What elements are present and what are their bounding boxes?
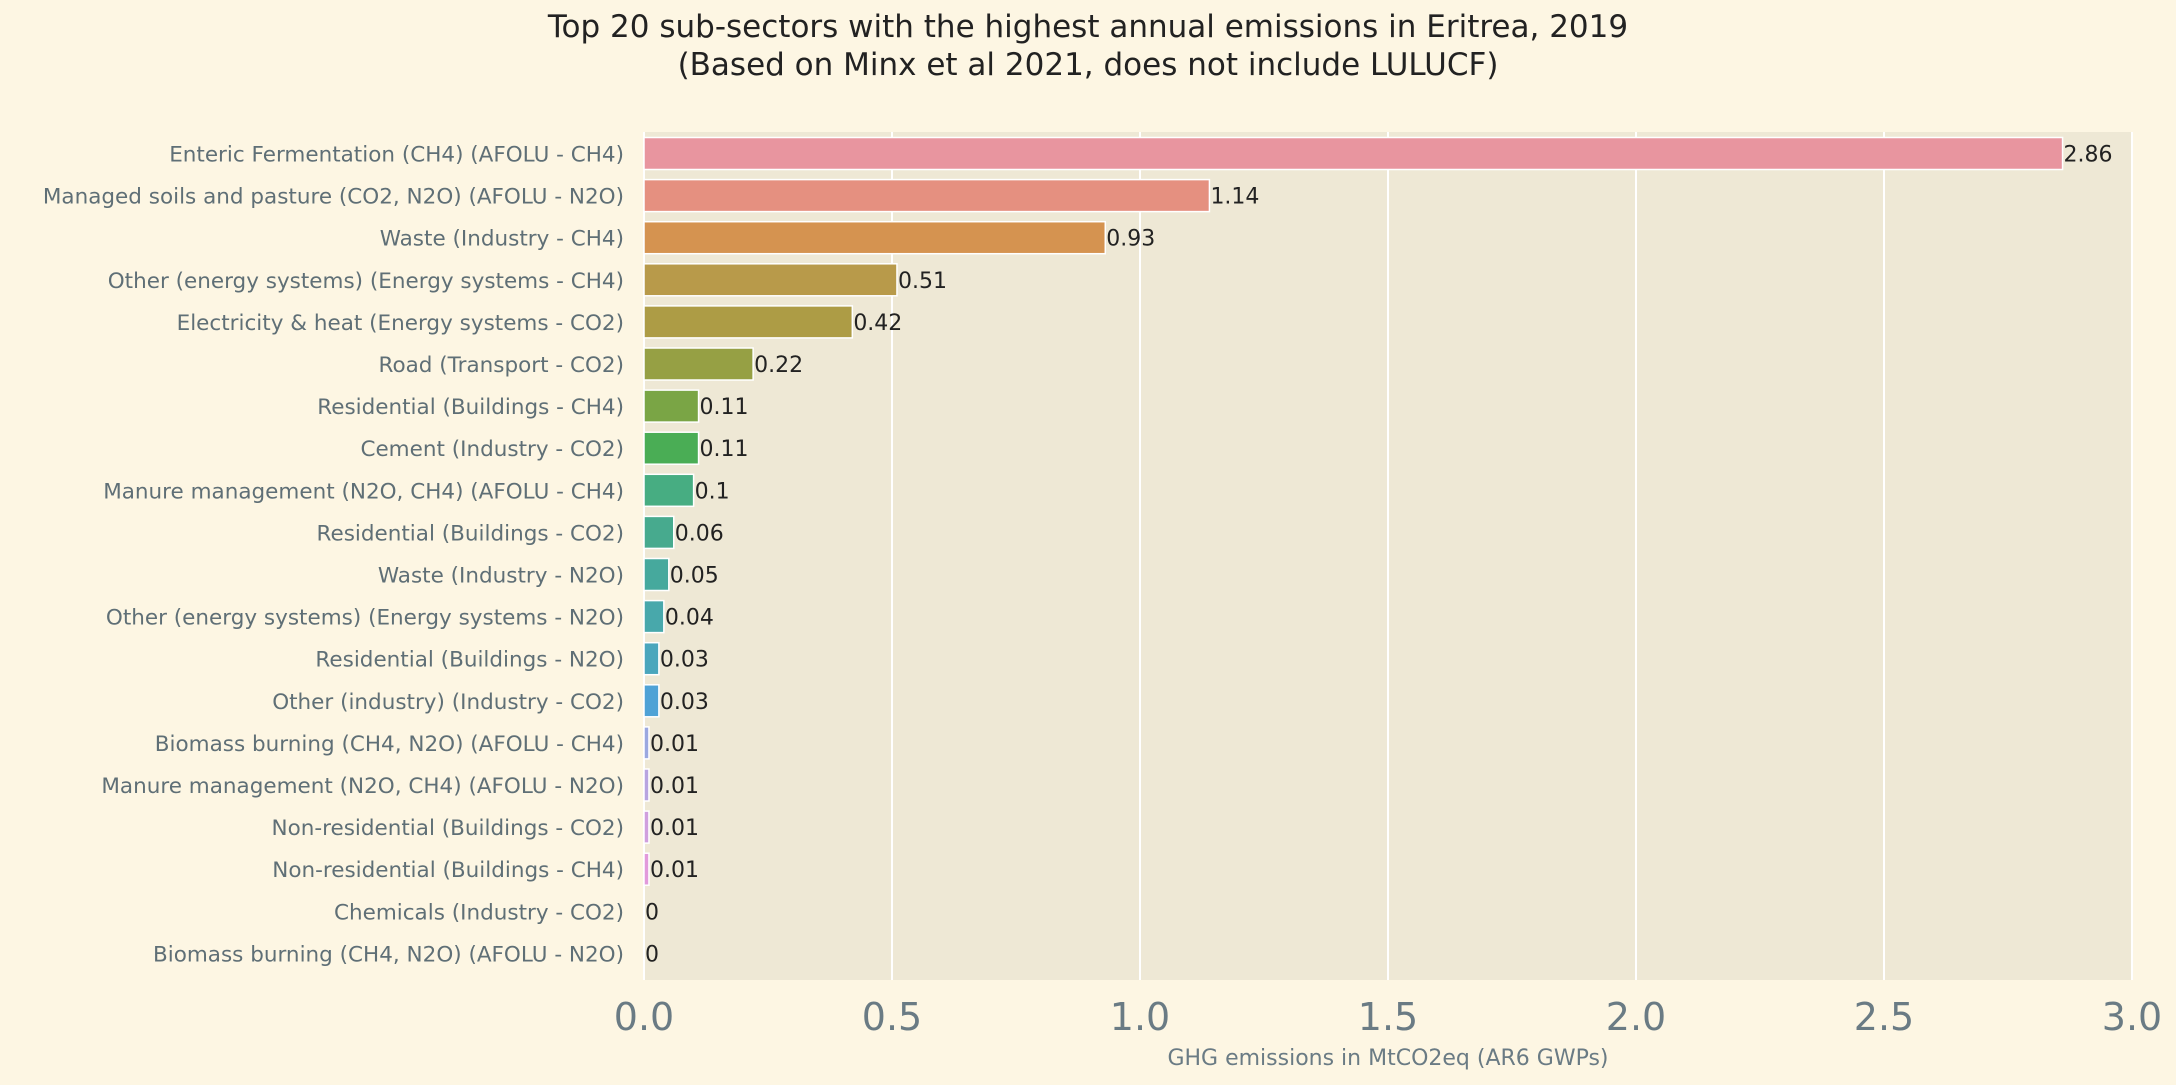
bar bbox=[643, 136, 2064, 171]
category-label: Residential (Buildings - CH4) bbox=[317, 395, 624, 420]
category-labels: Enteric Fermentation (CH4) (AFOLU - CH4)… bbox=[43, 143, 624, 968]
value-label: 0.03 bbox=[660, 690, 709, 715]
value-label: 0.04 bbox=[665, 606, 714, 631]
value-label: 0.22 bbox=[754, 353, 803, 378]
bar bbox=[643, 810, 650, 844]
bar bbox=[643, 431, 700, 465]
category-label: Waste (Industry - CH4) bbox=[380, 227, 624, 252]
value-label: 2.86 bbox=[2064, 143, 2113, 168]
value-label: 0.11 bbox=[700, 437, 749, 462]
bar bbox=[643, 852, 650, 886]
bar bbox=[643, 599, 665, 634]
value-label: 0.51 bbox=[898, 269, 947, 294]
x-tick-label: 1.0 bbox=[1110, 995, 1170, 1039]
bar bbox=[643, 684, 660, 718]
bar bbox=[643, 220, 1107, 255]
value-label: 0.03 bbox=[660, 648, 709, 673]
x-tick-label: 2.5 bbox=[1854, 995, 1914, 1039]
value-label: 0.11 bbox=[700, 395, 749, 420]
category-label: Biomass burning (CH4, N2O) (AFOLU - CH4) bbox=[155, 732, 624, 757]
value-label: 0.01 bbox=[650, 774, 699, 799]
bar bbox=[643, 641, 660, 676]
value-label: 0.01 bbox=[650, 858, 699, 883]
value-label: 0.93 bbox=[1106, 227, 1155, 252]
category-label: Enteric Fermentation (CH4) (AFOLU - CH4) bbox=[169, 143, 624, 168]
value-label: 0.01 bbox=[650, 732, 699, 757]
category-label: Other (industry) (Industry - CO2) bbox=[272, 690, 624, 715]
x-tick-label: 3.0 bbox=[2102, 995, 2162, 1039]
x-tick-label: 1.5 bbox=[1358, 995, 1418, 1039]
value-label: 0 bbox=[645, 900, 659, 925]
x-axis-title: GHG emissions in MtCO2eq (AR6 GWPs) bbox=[1167, 1046, 1608, 1071]
value-label: 0.42 bbox=[853, 311, 902, 336]
bar bbox=[643, 305, 854, 339]
category-label: Electricity & heat (Energy systems - CO2… bbox=[177, 311, 624, 336]
bar bbox=[643, 515, 675, 550]
category-label: Cement (Industry - CO2) bbox=[360, 437, 624, 462]
category-label: Managed soils and pasture (CO2, N2O) (AF… bbox=[43, 185, 624, 210]
x-tick-labels: 0.0 0.5 1.0 1.5 2.0 2.5 3.0 bbox=[614, 995, 2162, 1039]
chart-title: Top 20 sub-sectors with the highest annu… bbox=[0, 8, 2176, 84]
category-label: Other (energy systems) (Energy systems -… bbox=[106, 606, 624, 631]
category-label: Waste (Industry - N2O) bbox=[378, 564, 624, 589]
x-tick-label: 0.5 bbox=[862, 995, 922, 1039]
category-label: Manure management (N2O, CH4) (AFOLU - N2… bbox=[101, 774, 624, 799]
value-labels: 2.861.140.930.510.420.220.110.110.10.060… bbox=[645, 143, 2113, 968]
category-label: Non-residential (Buildings - CO2) bbox=[271, 816, 624, 841]
category-label: Biomass burning (CH4, N2O) (AFOLU - N2O) bbox=[153, 942, 624, 967]
bar bbox=[643, 768, 650, 802]
category-label: Other (energy systems) (Energy systems -… bbox=[108, 269, 624, 294]
bars bbox=[643, 136, 2064, 886]
value-label: 0.06 bbox=[675, 521, 724, 546]
value-label: 0.05 bbox=[670, 564, 719, 589]
bar bbox=[643, 726, 650, 760]
bar bbox=[643, 473, 695, 508]
category-label: Residential (Buildings - CO2) bbox=[317, 521, 625, 546]
bar bbox=[643, 347, 754, 381]
x-tick-label: 0.0 bbox=[614, 995, 674, 1039]
category-label: Road (Transport - CO2) bbox=[379, 353, 625, 378]
bar bbox=[643, 557, 670, 592]
chart-title-line: Top 20 sub-sectors with the highest annu… bbox=[547, 9, 1629, 45]
category-label: Manure management (N2O, CH4) (AFOLU - CH… bbox=[103, 479, 624, 504]
bar bbox=[643, 178, 1211, 213]
value-label: 0 bbox=[645, 942, 659, 967]
x-tick-label: 2.0 bbox=[1606, 995, 1666, 1039]
bar bbox=[643, 389, 700, 423]
value-label: 0.01 bbox=[650, 816, 699, 841]
chart-subtitle: (Based on Minx et al 2021, does not incl… bbox=[677, 47, 1499, 83]
category-label: Non-residential (Buildings - CH4) bbox=[272, 858, 624, 883]
category-label: Chemicals (Industry - CO2) bbox=[334, 900, 624, 925]
value-label: 1.14 bbox=[1210, 185, 1259, 210]
value-label: 0.1 bbox=[695, 479, 730, 504]
bar bbox=[643, 263, 898, 297]
category-label: Residential (Buildings - N2O) bbox=[315, 648, 624, 673]
